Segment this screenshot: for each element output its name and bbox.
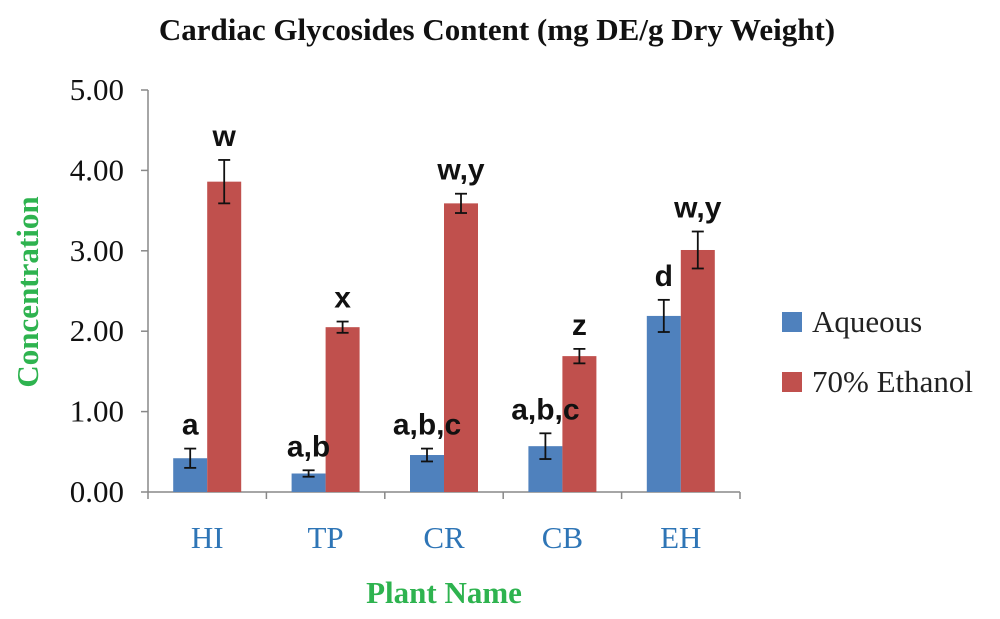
y-tick-label: 3.00 [70,233,124,268]
legend-label: Aqueous [812,304,922,339]
bar-ethanol [207,181,242,492]
bar-ethanol [444,203,478,492]
significance-label: a,b [287,430,330,463]
y-tick-label: 0.00 [70,474,124,509]
bar-aqueous [291,473,326,492]
chart-title: Cardiac Glycosides Content (mg DE/g Dry … [159,12,835,47]
bars [173,181,715,492]
significance-letters: a a,b a,b,c a,b,c d w x w,y z w,y [182,120,722,463]
error-bars [184,159,704,478]
x-tick-label: CR [423,520,465,555]
bar-ethanol [325,327,360,492]
x-axis-title: Plant Name [366,575,522,610]
legend: Aqueous 70% Ethanol [782,304,973,399]
legend-swatch [782,372,802,392]
x-tick-label: EH [660,520,701,555]
y-tick-label: 4.00 [70,152,124,187]
x-tick-label: HI [191,520,224,555]
significance-label: a [182,409,199,442]
significance-label: x [334,282,351,315]
bar-aqueous [646,315,681,492]
y-tick-label: 5.00 [70,72,124,107]
x-tick-label: CB [542,520,583,555]
significance-label: z [572,309,587,342]
significance-label: a,b,c [511,393,579,426]
y-tick-label: 1.00 [70,394,124,429]
legend-label: 70% Ethanol [812,364,973,399]
legend-swatch [782,312,802,332]
significance-label: w,y [436,154,485,187]
bar-ethanol [680,249,715,492]
y-tick-label: 2.00 [70,313,124,348]
significance-label: w,y [673,192,722,225]
x-tick-label: TP [308,520,344,555]
significance-label: d [655,260,673,293]
significance-label: a,b,c [393,409,461,442]
bar-ethanol [562,356,597,492]
y-axis-title: Concentration [10,196,45,387]
axes: 0.00 1.00 2.00 3.00 4.00 5.00 HI TP CR CB EH [70,72,741,555]
significance-label: w [212,120,237,153]
